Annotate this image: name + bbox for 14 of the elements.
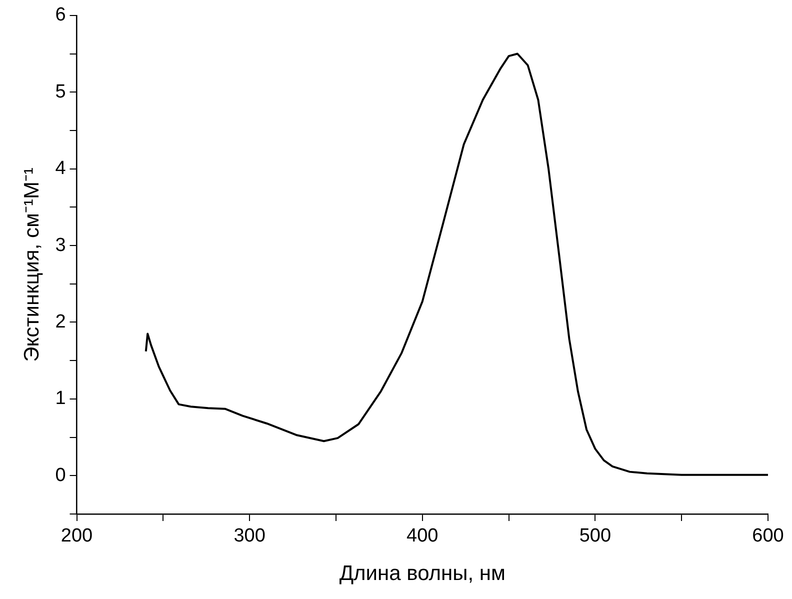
- x-axis-title: Длина волны, нм: [339, 562, 506, 586]
- x-tick-label: 600: [752, 526, 784, 547]
- y-tick-label: 4: [55, 158, 66, 180]
- y-tick-label: 2: [55, 311, 66, 332]
- y-tick-label: 1: [55, 388, 66, 410]
- x-tick-label: 400: [406, 526, 438, 547]
- x-tick-label: 200: [60, 526, 93, 547]
- y-tick-label: 5: [55, 81, 66, 102]
- y-tick-label: 3: [55, 234, 66, 256]
- y-tick-label: 0: [55, 464, 66, 486]
- x-tick-label: 500: [579, 526, 612, 547]
- y-tick-label: 6: [55, 4, 66, 26]
- y-axis-title: Экстинкция, см⁻¹М⁻¹: [20, 168, 44, 362]
- x-tick-label: 300: [234, 526, 266, 547]
